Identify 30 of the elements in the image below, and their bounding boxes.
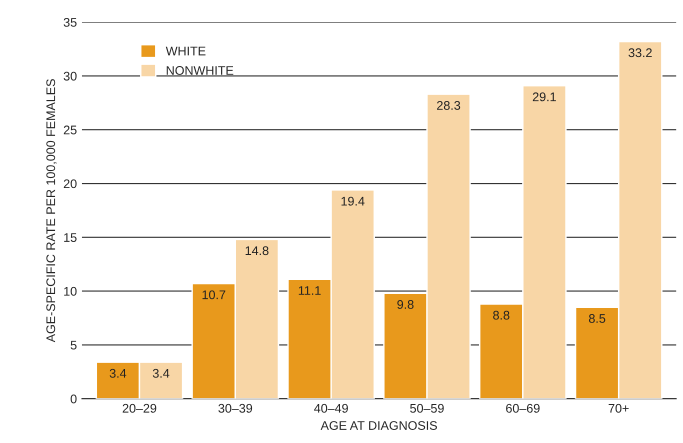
data-label: 29.1 [532, 92, 556, 102]
y-tick-label: 25 [64, 126, 77, 134]
y-tick-label: 0 [70, 394, 77, 404]
data-label: 14.8 [246, 246, 268, 256]
data-label: 8.5 [588, 314, 606, 323]
y-tick-label: 20 [64, 179, 77, 188]
y-tick-label: 35 [64, 18, 77, 27]
x-axis-title: AGE AT DIAGNOSIS [320, 421, 437, 430]
x-tick-label: 70+ [608, 404, 629, 413]
data-label: 10.7 [202, 290, 226, 300]
x-tick-label: 60–69 [506, 404, 540, 413]
y-tick-label: 30 [64, 72, 77, 81]
y-axis-title: AGE-SPECIFIC RATE PER 100,000 FEMALES [46, 79, 57, 342]
y-tick-label: 15 [64, 233, 77, 242]
data-label: 8.8 [493, 310, 510, 320]
x-tick-label: 20–29 [122, 404, 156, 413]
legend-label: NONWHITE [166, 66, 234, 75]
x-tick-label: 40–49 [314, 404, 348, 413]
data-label: 9.8 [397, 300, 414, 309]
x-tick-label: 50–59 [410, 404, 444, 413]
legend-label: WHITE [166, 46, 206, 56]
data-label: 33.2 [628, 48, 652, 58]
data-label: 19.4 [342, 196, 365, 206]
data-label: 3.4 [152, 368, 170, 378]
data-label: 11.1 [298, 286, 321, 295]
x-tick-label: 30–39 [218, 404, 252, 413]
y-tick-label: 5 [70, 340, 77, 350]
data-label: 3.4 [110, 368, 126, 378]
data-label: 28.3 [437, 101, 460, 110]
y-tick-label: 10 [64, 286, 77, 296]
